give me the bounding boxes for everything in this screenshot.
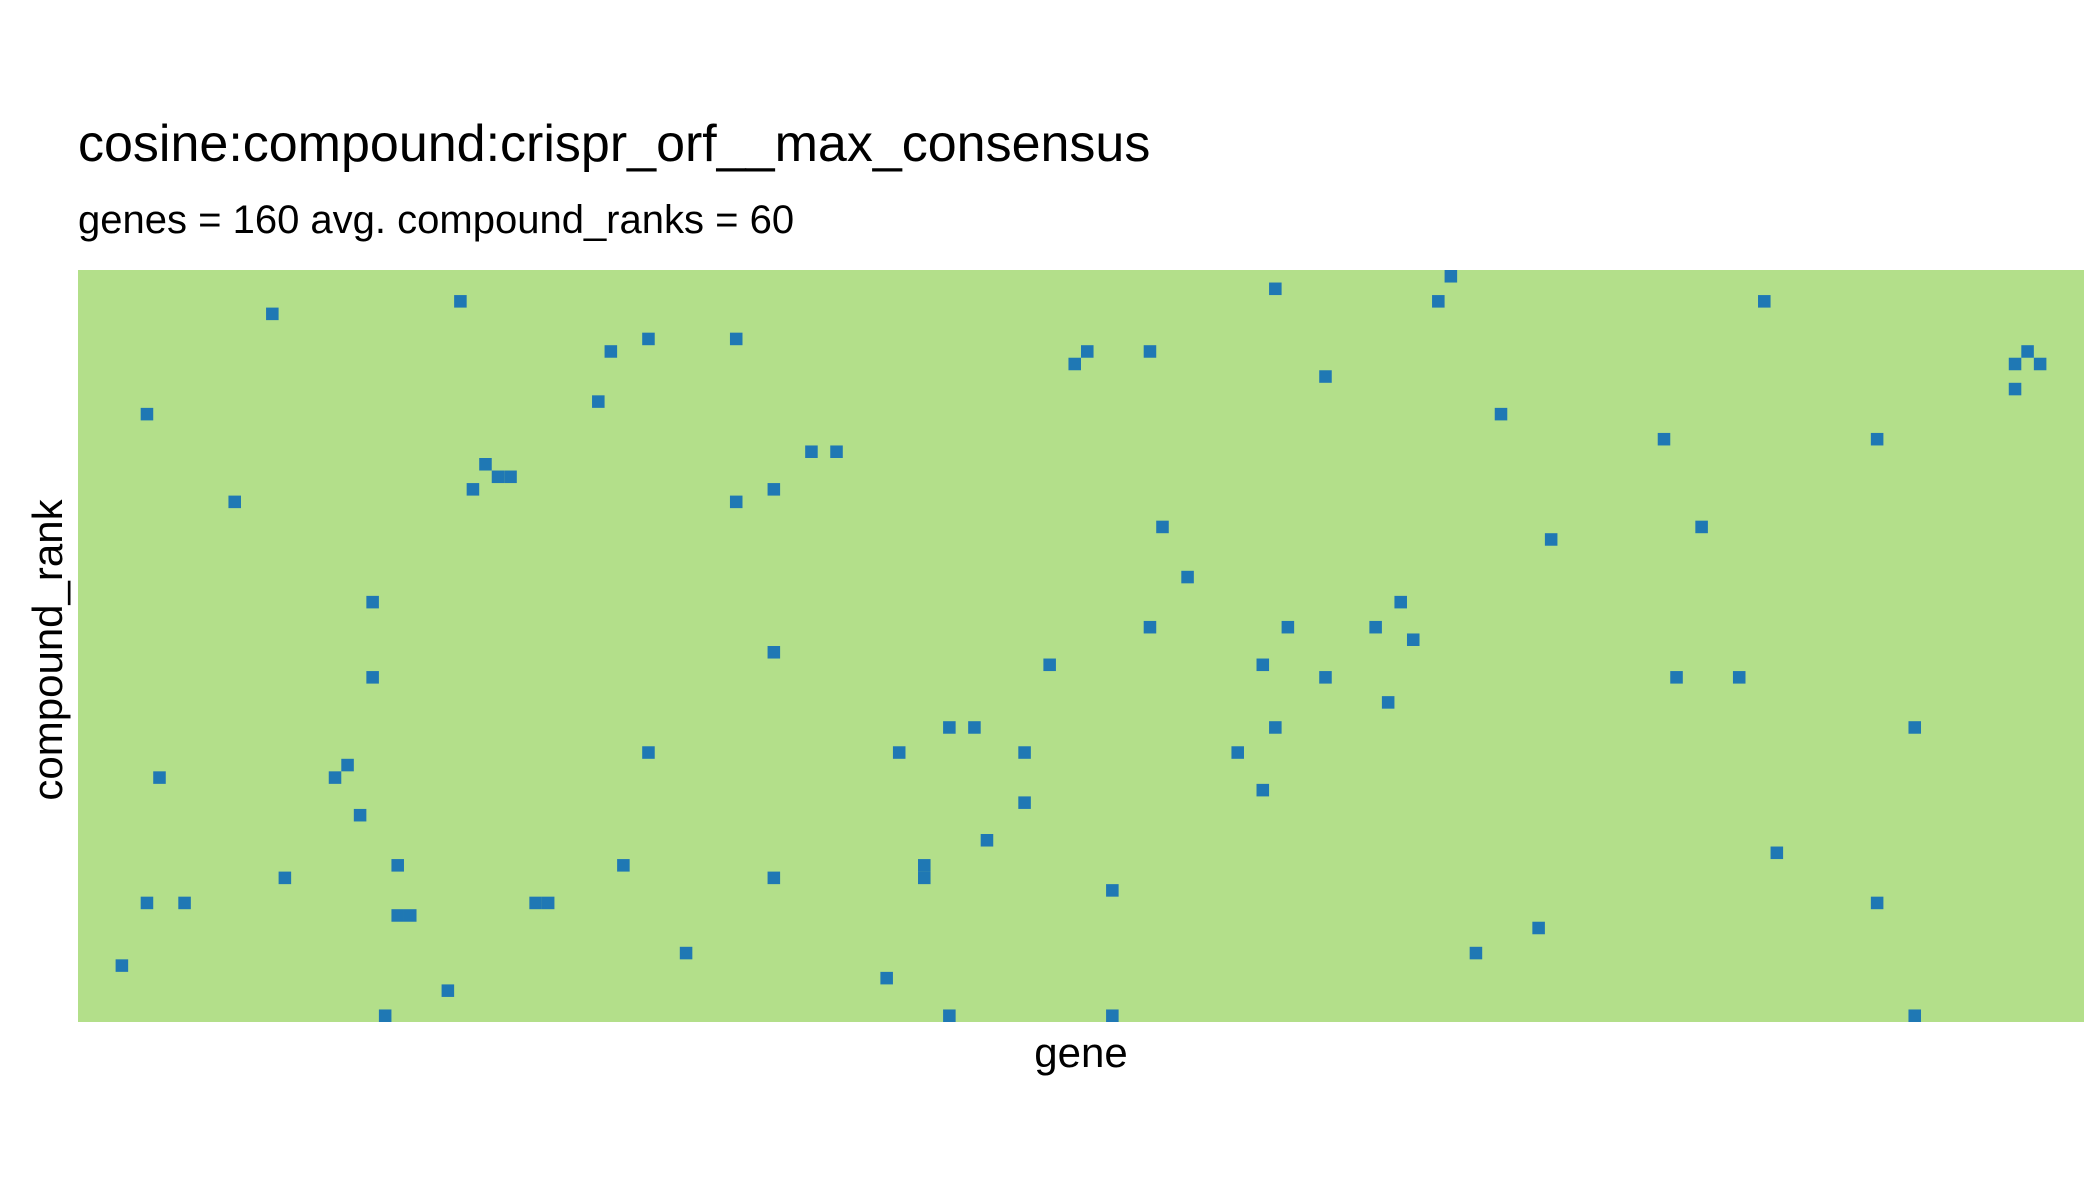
y-axis-label: compound_rank — [24, 499, 71, 801]
heatmap-cell — [592, 395, 605, 408]
heatmap-cell — [228, 495, 241, 509]
heatmap-cell — [1068, 357, 1081, 371]
heatmap-cell — [1670, 671, 1683, 684]
heatmap-cell — [278, 871, 292, 885]
heatmap-cell — [1256, 783, 1270, 797]
heatmap-cell — [403, 909, 417, 922]
heatmap-cell — [980, 834, 994, 847]
heatmap-cell — [1156, 520, 1169, 534]
heatmap-cell — [1081, 345, 1094, 358]
heatmap-cell — [892, 746, 906, 759]
heatmap-cell — [767, 871, 781, 885]
heatmap-cell — [1319, 370, 1332, 383]
heatmap-cell — [1143, 345, 1157, 358]
heatmap-cell — [178, 896, 191, 910]
x-axis-label: gene — [1034, 1029, 1128, 1076]
heatmap-cell — [2033, 357, 2047, 371]
heatmap-cell — [729, 495, 743, 509]
heatmap-cell — [1018, 746, 1031, 759]
heatmap-cell — [1181, 570, 1194, 584]
heatmap-cell — [880, 971, 893, 985]
heatmap-cell — [378, 1009, 392, 1022]
heatmap-cell — [140, 896, 154, 910]
heatmap-cell — [830, 445, 843, 458]
heatmap-cell — [1908, 1009, 1922, 1022]
heatmap-cell — [1106, 884, 1119, 897]
heatmap-cell — [366, 671, 379, 684]
heatmap-cell — [767, 483, 781, 496]
heatmap-cell — [1231, 746, 1244, 759]
heatmap-cell — [140, 407, 154, 421]
heatmap-cell — [529, 896, 542, 910]
heatmap-cell — [1269, 282, 1282, 296]
heatmap-cell — [1444, 270, 1458, 283]
heatmap-cell — [767, 646, 781, 659]
heatmap-cell — [1369, 620, 1382, 634]
heatmap-cell — [1043, 658, 1056, 672]
heatmap-cell — [441, 984, 455, 997]
heatmap-cell — [1319, 671, 1332, 684]
heatmap-cell — [504, 470, 517, 484]
heatmap-cell — [391, 859, 404, 872]
heatmap-cell — [617, 859, 630, 872]
heatmap-cell — [1732, 671, 1746, 684]
heatmap-cell — [341, 758, 354, 772]
heatmap-background — [78, 270, 2084, 1022]
heatmap-cell — [541, 896, 555, 910]
heatmap-cell — [1256, 658, 1270, 672]
heatmap-cell — [1269, 721, 1282, 734]
heatmap-cell — [2008, 357, 2022, 371]
heatmap-cell — [1870, 432, 1884, 446]
heatmap-cell — [1494, 407, 1508, 421]
heatmap-cell — [479, 458, 492, 471]
heatmap-cell — [968, 721, 981, 734]
heatmap-cell — [943, 721, 956, 734]
heatmap-cell — [1381, 696, 1395, 709]
heatmap-cell — [454, 295, 467, 308]
heatmap-cell — [918, 859, 931, 872]
heatmap-cell — [918, 871, 931, 885]
heatmap-cell — [2008, 382, 2022, 396]
heatmap-cell — [1143, 620, 1157, 634]
chart-title: cosine:compound:crispr_orf__max_consensu… — [78, 115, 1151, 173]
chart-subtitle: genes = 160 avg. compound_ranks = 60 — [78, 198, 795, 242]
heatmap-cells — [115, 270, 2047, 1022]
heatmap-cell — [1908, 721, 1922, 734]
heatmap-cell — [366, 595, 379, 609]
heatmap-cell — [1106, 1009, 1119, 1022]
heatmap-cell — [1870, 896, 1884, 910]
heatmap-cell — [1758, 295, 1771, 308]
heatmap-cell — [491, 470, 505, 484]
heatmap-cell — [1406, 633, 1420, 646]
heatmap-cell — [1770, 846, 1784, 860]
heatmap-cell — [1657, 432, 1671, 446]
heatmap-cell — [1544, 533, 1558, 546]
heatmap-cell — [1394, 595, 1407, 609]
heatmap-cell — [729, 332, 743, 346]
heatmap-cell — [1469, 946, 1483, 960]
heatmap-cell — [642, 332, 655, 346]
heatmap-cell — [642, 746, 655, 759]
heatmap-cell — [604, 345, 618, 358]
heatmap-cell — [805, 445, 818, 458]
heatmap-cell — [1018, 796, 1031, 809]
heatmap-cell — [266, 307, 279, 321]
heatmap-cell — [679, 946, 693, 960]
heatmap-cell — [1532, 921, 1545, 935]
heatmap-cell — [1281, 620, 1295, 634]
heatmap-cell — [1695, 520, 1708, 534]
heatmap-cell — [466, 483, 480, 496]
heatmap-cell — [2021, 345, 2034, 358]
heatmap-cell — [391, 909, 404, 922]
heatmap-cell — [1432, 295, 1445, 308]
heatmap-cell — [115, 959, 129, 972]
heatmap-cell — [943, 1009, 956, 1022]
heatmap-cell — [353, 808, 367, 822]
heatmap-cell — [328, 771, 342, 784]
heatmap-cell — [153, 771, 166, 784]
